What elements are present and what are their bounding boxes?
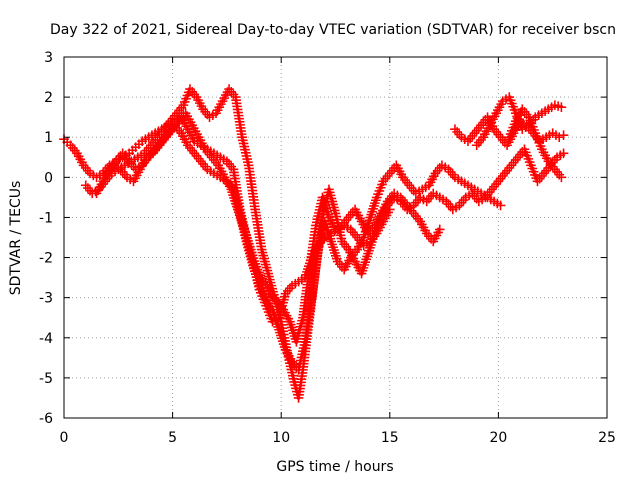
grid <box>64 57 607 418</box>
data-point <box>495 200 506 211</box>
y-tick-label: -3 <box>39 291 53 307</box>
x-axis-label: GPS time / hours <box>276 459 393 475</box>
y-tick-label: 1 <box>44 130 53 146</box>
x-tick-label: 15 <box>381 430 399 446</box>
x-tick-label: 5 <box>168 430 177 446</box>
y-axis-label: SDTVAR / TECUs <box>8 181 24 296</box>
x-tick-label: 20 <box>489 430 507 446</box>
series-2 <box>80 84 445 403</box>
y-tick-labels: -6 -5 -4 -3 -2 -1 0 1 2 3 <box>39 50 53 427</box>
data-points <box>59 84 569 403</box>
data-point <box>558 130 569 141</box>
data-point <box>434 224 445 235</box>
data-point <box>558 148 569 159</box>
series-4 <box>102 108 569 347</box>
y-tick-label: -2 <box>39 251 53 267</box>
chart-title: Day 322 of 2021, Sidereal Day-to-day VTE… <box>50 22 616 38</box>
y-tick-label: -5 <box>39 371 53 387</box>
data-point <box>556 102 567 112</box>
y-tick-label: -4 <box>39 331 53 347</box>
axis-ticks <box>63 56 608 419</box>
y-tick-label: 3 <box>44 50 53 66</box>
y-tick-label: -6 <box>39 411 53 427</box>
data-point <box>556 172 567 183</box>
x-tick-label: 0 <box>60 430 69 446</box>
series-7 <box>504 104 567 183</box>
x-tick-labels: 0 5 10 15 20 25 <box>60 430 616 446</box>
y-tick-label: 0 <box>44 170 53 186</box>
plot-frame <box>63 56 608 419</box>
x-tick-label: 25 <box>598 430 616 446</box>
x-tick-label: 10 <box>272 430 290 446</box>
y-tick-label: -1 <box>39 210 53 226</box>
y-tick-label: 2 <box>44 90 53 106</box>
series-6 <box>471 92 567 151</box>
